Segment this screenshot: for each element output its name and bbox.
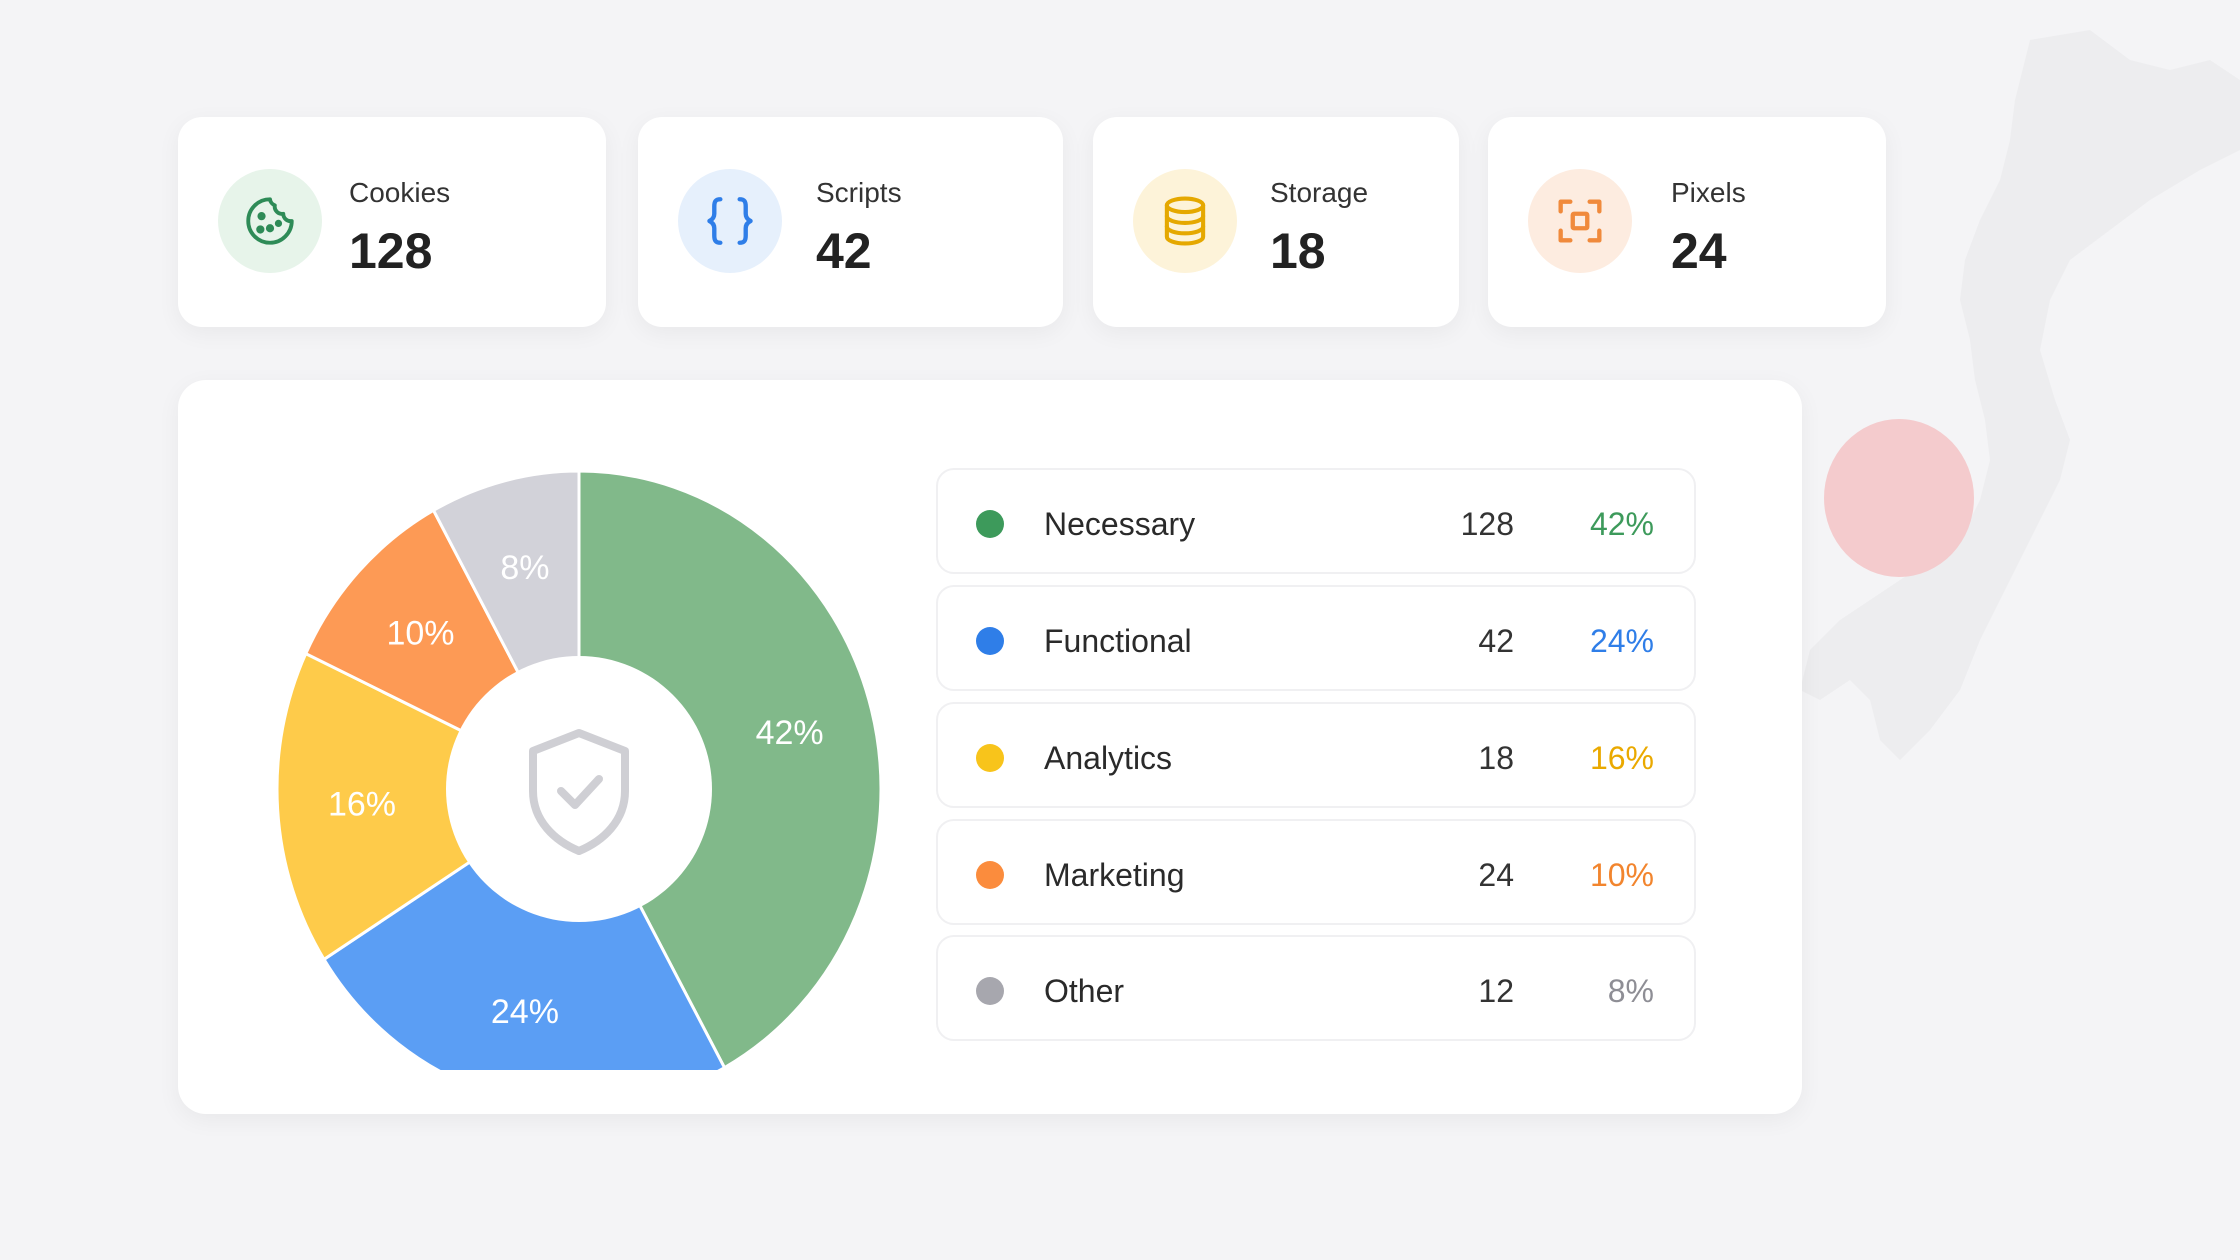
legend-name: Analytics xyxy=(1044,740,1173,776)
donut-slice-label: 8% xyxy=(500,549,549,587)
legend-pct: 8% xyxy=(1607,973,1654,1009)
stat-value: 24 xyxy=(1671,223,1727,279)
decorative-circle xyxy=(1824,419,1974,577)
donut-slice-functional[interactable] xyxy=(321,786,727,1070)
database-icon xyxy=(1133,169,1237,273)
stat-card-pixels[interactable]: Pixels 24 xyxy=(1488,117,1886,327)
donut-slice-label: 24% xyxy=(491,993,559,1031)
legend-pct: 10% xyxy=(1589,857,1654,893)
legend-count: 18 xyxy=(1478,740,1514,776)
stat-label: Scripts xyxy=(816,177,902,208)
legend-name: Other xyxy=(1044,973,1125,1009)
legend-pct: 24% xyxy=(1589,623,1654,659)
donut-slice-label: 16% xyxy=(328,785,396,823)
shield-check-icon xyxy=(529,729,629,855)
stat-label: Storage xyxy=(1270,177,1369,208)
donut-chart: 42% 24% 16% 10% 8% xyxy=(276,469,883,1070)
donut-slice-necessary[interactable] xyxy=(577,469,883,1070)
legend-count: 12 xyxy=(1478,973,1514,1009)
stat-card-storage[interactable]: Storage 18 xyxy=(1093,117,1459,327)
legend-count: 42 xyxy=(1478,623,1514,659)
legend-count: 24 xyxy=(1478,857,1514,893)
stat-label: Pixels xyxy=(1671,177,1746,208)
legend-row-functional[interactable]: Functional 42 24% xyxy=(936,585,1696,691)
legend-dot xyxy=(976,510,1004,538)
legend-name: Necessary xyxy=(1044,506,1196,542)
donut-slice-analytics[interactable] xyxy=(276,651,582,962)
stat-value: 128 xyxy=(349,223,433,279)
legend-dot xyxy=(976,861,1004,889)
stat-label: Cookies xyxy=(349,177,451,208)
legend-row-marketing[interactable]: Marketing 24 10% xyxy=(936,819,1696,925)
donut-hole xyxy=(446,656,712,922)
stat-card-scripts[interactable]: Scripts 42 xyxy=(638,117,1063,327)
legend-pct: 42% xyxy=(1589,506,1654,542)
stat-value: 42 xyxy=(816,223,872,279)
donut-slice-label: 10% xyxy=(386,614,454,652)
legend-row-analytics[interactable]: Analytics 18 16% xyxy=(936,702,1696,808)
pixel-target-icon xyxy=(1528,169,1632,273)
stat-value: 18 xyxy=(1270,223,1326,279)
cookie-category-card: 42% 24% 16% 10% 8% Necessary 128 42% Functio… xyxy=(178,380,1802,1114)
legend-pct: 16% xyxy=(1589,740,1654,776)
legend-row-other[interactable]: Other 12 8% xyxy=(936,935,1696,1041)
legend-row-necessary[interactable]: Necessary 128 42% xyxy=(936,468,1696,574)
legend-dot xyxy=(976,627,1004,655)
legend-name: Functional xyxy=(1044,623,1192,659)
code-braces-icon xyxy=(678,169,782,273)
legend-dot xyxy=(976,744,1004,772)
legend-dot xyxy=(976,977,1004,1005)
japan-map-silhouette xyxy=(1800,30,2240,760)
legend-count: 128 xyxy=(1460,506,1514,542)
donut-slice-label: 42% xyxy=(756,714,824,752)
cookie-icon xyxy=(218,169,322,273)
legend-name: Marketing xyxy=(1044,857,1185,893)
stat-card-cookies[interactable]: Cookies 128 xyxy=(178,117,606,327)
